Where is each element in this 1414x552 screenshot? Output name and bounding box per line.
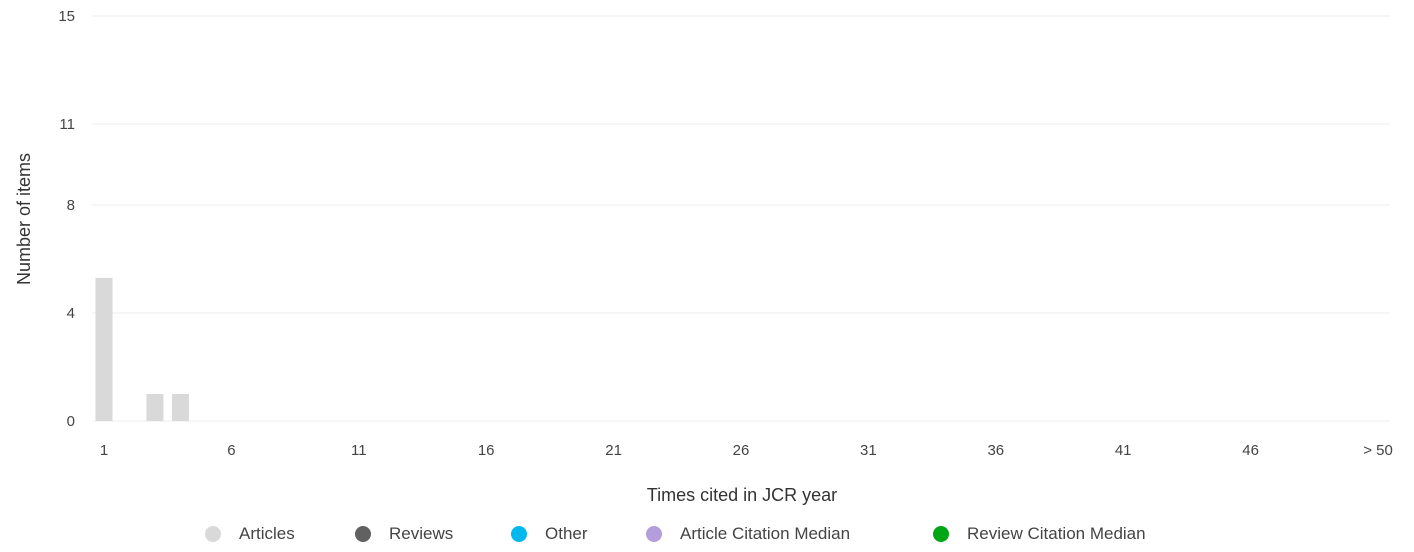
y-tick-label: 11 bbox=[59, 116, 75, 133]
x-axis-ticks: 1 6 11 16 21 26 31 36 41 46 > 50 bbox=[100, 442, 1393, 459]
y-axis-ticks: 0 4 8 11 15 bbox=[58, 8, 75, 430]
legend-item-article-citation-median[interactable]: Article Citation Median bbox=[646, 524, 850, 544]
legend-dot-icon bbox=[933, 526, 949, 542]
bars bbox=[95, 277, 189, 421]
legend-dot-icon bbox=[355, 526, 371, 542]
y-tick-label: 0 bbox=[67, 413, 75, 430]
x-tick-label: 21 bbox=[605, 442, 622, 459]
x-tick-label: 26 bbox=[733, 442, 750, 459]
bar-4[interactable] bbox=[171, 394, 189, 421]
x-tick-label: 1 bbox=[100, 442, 108, 459]
y-tick-label: 4 bbox=[67, 305, 75, 322]
chart-legend: Articles Reviews Other Article Citation Med… bbox=[0, 524, 1414, 552]
x-tick-label: 36 bbox=[987, 442, 1004, 459]
legend-dot-icon bbox=[205, 526, 221, 542]
x-tick-label: 31 bbox=[860, 442, 877, 459]
y-tick-label: 15 bbox=[58, 8, 75, 25]
legend-label: Reviews bbox=[389, 524, 454, 543]
y-axis-title: Number of items bbox=[14, 153, 34, 285]
x-tick-label: 46 bbox=[1242, 442, 1259, 459]
x-tick-label: > 50 bbox=[1363, 442, 1393, 459]
x-tick-label: 41 bbox=[1115, 442, 1132, 459]
legend-label: Other bbox=[545, 524, 588, 543]
x-axis-title: Times cited in JCR year bbox=[647, 485, 837, 505]
gridlines bbox=[92, 15, 1390, 422]
legend-label: Article Citation Median bbox=[680, 524, 851, 543]
x-tick-label: 16 bbox=[478, 442, 495, 459]
bar-1[interactable] bbox=[95, 277, 113, 421]
legend-label: Articles bbox=[239, 524, 295, 543]
legend-label: Review Citation Median bbox=[967, 524, 1146, 543]
legend-item-reviews[interactable]: Reviews bbox=[355, 524, 453, 544]
legend-dot-icon bbox=[646, 526, 662, 542]
y-tick-label: 8 bbox=[67, 197, 75, 214]
x-tick-label: 6 bbox=[227, 442, 235, 459]
legend-item-review-citation-median[interactable]: Review Citation Median bbox=[933, 524, 1146, 544]
x-tick-label: 11 bbox=[351, 442, 367, 459]
legend-item-other[interactable]: Other bbox=[511, 524, 588, 544]
legend-dot-icon bbox=[511, 526, 527, 542]
legend-item-articles[interactable]: Articles bbox=[205, 524, 295, 544]
bar-3[interactable] bbox=[146, 394, 164, 421]
